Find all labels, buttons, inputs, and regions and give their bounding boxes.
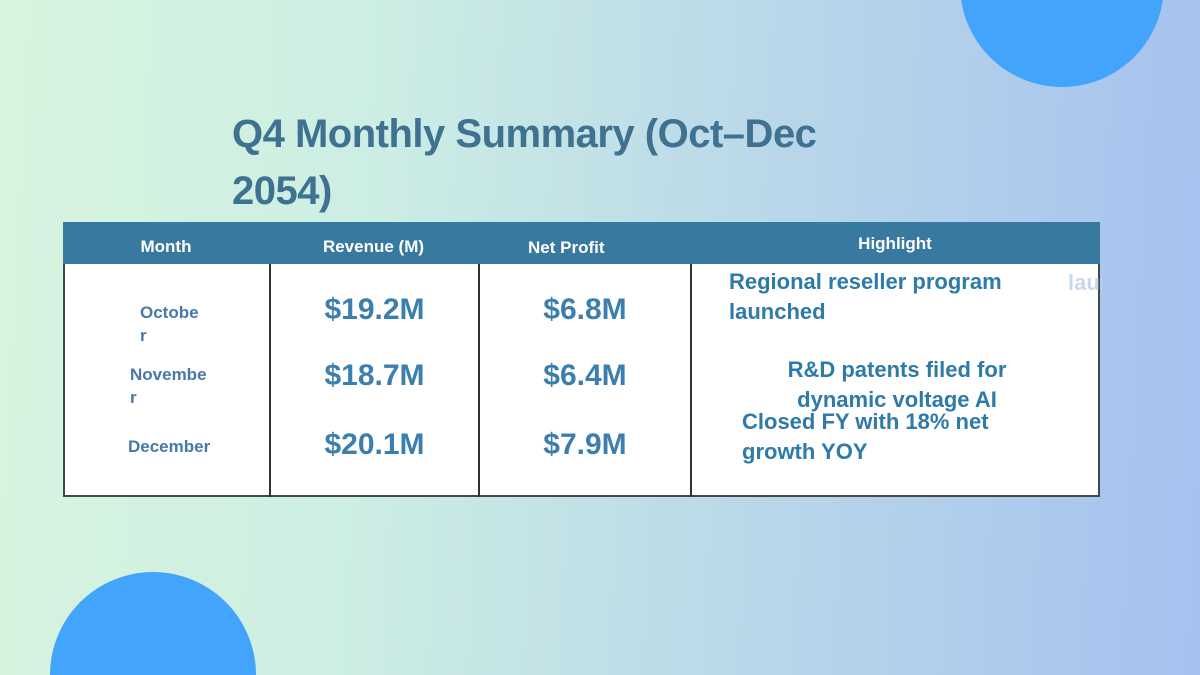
- table-header-row: Month Revenue (M) Net Profit (M) Highlig…: [63, 222, 1100, 264]
- highlight-ghost-overflow-text: launched: [1068, 270, 1102, 295]
- month-cell-november: Novembe r: [130, 365, 207, 407]
- highlight-cell-october: Regional reseller program launched: [729, 269, 1002, 324]
- month-cell-december: December: [128, 437, 211, 456]
- column-header-month-label: Month: [140, 237, 192, 256]
- summary-table-body: Octobe r Novembe r December $19.2M $18.7…: [63, 264, 1102, 497]
- revenue-cell-december: $20.1M: [324, 428, 425, 461]
- net-profit-cell-october: $6.8M: [543, 293, 627, 326]
- net-profit-cell-december: $7.9M: [543, 428, 627, 461]
- column-header-net-profit: Net Profit (M): [478, 222, 690, 264]
- decorative-circle-top-right: [960, 0, 1164, 87]
- net-profit-cell-november: $6.4M: [543, 359, 627, 392]
- highlight-cell-december: Closed FY with 18% net growth YOY: [742, 409, 989, 464]
- column-divider-2: [478, 264, 480, 497]
- revenue-cell-october: $19.2M: [324, 293, 425, 326]
- decorative-circle-bottom-left: [50, 572, 256, 675]
- column-divider-3: [690, 264, 692, 497]
- revenue-cell-november: $18.7M: [324, 359, 425, 392]
- highlight-cell-november: R&D patents filed for dynamic voltage AI: [787, 357, 1007, 412]
- month-cell-october: Octobe r: [140, 303, 199, 345]
- column-header-net-profit-label: Net Profit (M): [528, 238, 605, 264]
- column-header-month: Month: [63, 222, 269, 264]
- column-header-revenue: Revenue (M): [269, 222, 478, 264]
- highlight-column: launched Regional reseller program launc…: [692, 264, 1102, 497]
- column-header-highlight: Highlight: [690, 222, 1100, 264]
- column-header-highlight-label: Highlight: [858, 234, 932, 253]
- page-title: Q4 Monthly Summary (Oct–Dec 2054): [232, 112, 817, 213]
- column-header-revenue-label: Revenue (M): [322, 237, 425, 256]
- column-divider-1: [269, 264, 271, 497]
